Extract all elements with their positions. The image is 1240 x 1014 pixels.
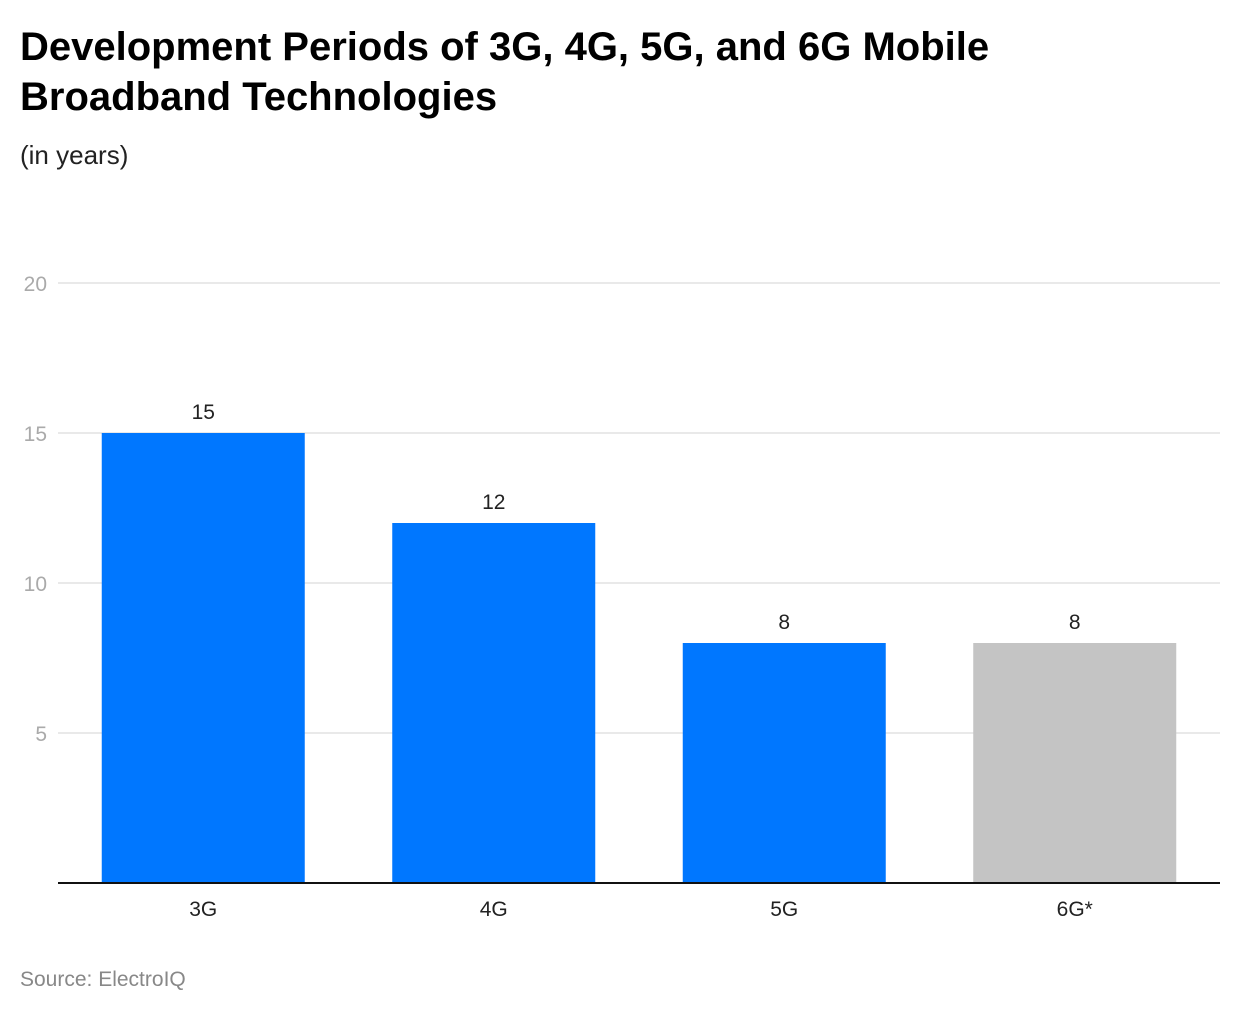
source-note: Source: ElectroIQ	[20, 968, 186, 991]
bar	[682, 643, 886, 883]
x-tick-label: 5G	[770, 898, 798, 921]
chart-subtitle: (in years)	[20, 140, 129, 170]
y-tick-label: 5	[35, 723, 47, 746]
y-tick-label: 20	[24, 273, 47, 296]
data-label: 12	[482, 491, 505, 514]
data-label: 8	[778, 611, 790, 634]
data-label: 15	[192, 401, 215, 424]
x-tick-label: 4G	[480, 898, 508, 921]
chart-title: Development Periods of 3G, 4G, 5G, and 6…	[20, 25, 990, 119]
bar	[973, 643, 1177, 883]
data-label: 8	[1069, 611, 1081, 634]
y-tick-label: 10	[24, 573, 47, 596]
x-tick-label: 3G	[189, 898, 217, 921]
y-tick-label: 15	[24, 423, 47, 446]
bar	[392, 523, 596, 883]
bar	[101, 433, 305, 883]
x-tick-label: 6G*	[1057, 898, 1093, 921]
